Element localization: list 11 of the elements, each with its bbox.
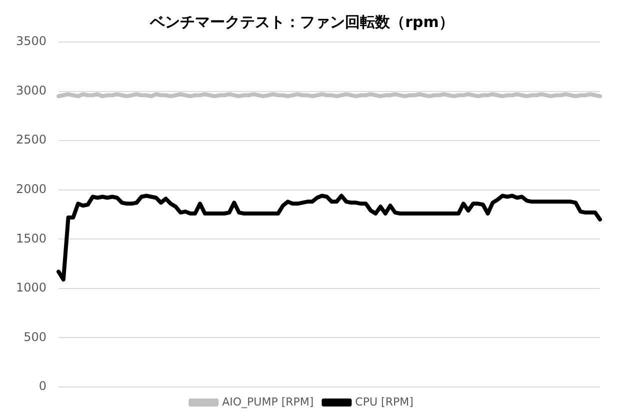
- legend-label: AIO_PUMP [RPM]: [222, 395, 314, 408]
- y-tick-label: 1000: [16, 280, 47, 295]
- y-tick-label: 500: [24, 330, 47, 344]
- y-tick-label: 2000: [16, 182, 47, 196]
- y-tick-label: 0: [38, 379, 47, 394]
- y-tick-label: 3000: [16, 83, 47, 98]
- y-tick-label: 2500: [16, 132, 47, 147]
- y-tick-label: 3500: [16, 34, 47, 48]
- legend-label: CPU [RPM]: [355, 395, 414, 408]
- y-tick-label: 1500: [16, 231, 47, 246]
- chart-title: ベンチマークテスト：ファン回転数（rpm）: [149, 12, 454, 31]
